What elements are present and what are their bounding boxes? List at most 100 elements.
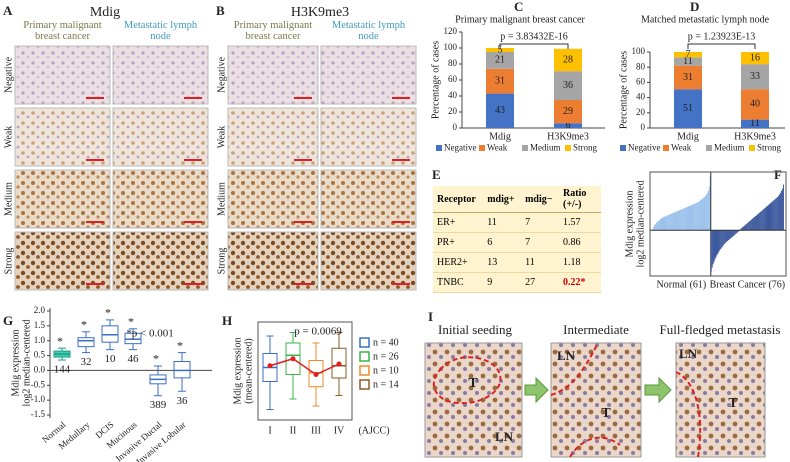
y-tick-label: 20 (636, 107, 646, 117)
value-label: 51 (683, 103, 693, 114)
table-cell: TNBC (433, 272, 484, 293)
bar (724, 230, 726, 244)
bar (712, 230, 714, 265)
bar (758, 212, 760, 231)
bar (732, 230, 734, 237)
table-cell: 1.57 (559, 212, 601, 233)
bar (668, 214, 670, 231)
bar (662, 217, 664, 231)
bar (723, 230, 725, 246)
tumor-label: T (601, 406, 611, 421)
bar (733, 230, 735, 236)
bar (718, 230, 720, 252)
annotation: *p < 0.001 (126, 328, 173, 340)
bar (748, 221, 750, 231)
bar (704, 195, 706, 231)
bar (777, 196, 779, 231)
bar (653, 225, 655, 231)
bar (767, 205, 769, 231)
table-body: ER+ 11 7 1.57 PR+ 6 7 0.86 HER2+ 13 11 1.18 TNBC 9 27 0… (433, 212, 601, 293)
value-label: 40 (750, 99, 760, 110)
bar (765, 206, 767, 231)
bar (743, 226, 745, 231)
panel-letter: H (222, 313, 232, 328)
bar (728, 230, 729, 241)
y-axis-label: log2 median-centered (21, 320, 32, 407)
legend-label: Weak (671, 143, 692, 153)
x-tick-label: H3K9me3 (734, 131, 776, 142)
mean-line (269, 357, 340, 376)
y-tick-label: 0 (453, 122, 458, 132)
bar (716, 230, 718, 256)
bar (769, 203, 771, 231)
bar (695, 203, 697, 231)
column-header: Primary malignant breast cancer (233, 20, 313, 42)
tumor-outline (675, 371, 702, 458)
significance-marker: * (128, 315, 134, 329)
y-tick-label: 60 (636, 76, 646, 86)
bar (778, 195, 780, 231)
bar (678, 210, 679, 231)
node-label: LN (679, 346, 698, 361)
stage-label: Full-fledged metastasis (660, 322, 781, 337)
tumor-label: T (728, 396, 738, 411)
table-cell: 7 (521, 212, 559, 233)
bar (689, 205, 691, 231)
tumor-outline (550, 342, 599, 396)
bar (652, 226, 654, 231)
table-header-cell: mdig+ (483, 186, 522, 213)
annotation: p = 0.0069 (294, 326, 342, 338)
bar (770, 202, 772, 231)
legend-label: n = 26 (373, 351, 399, 362)
x-tick-label: II (290, 425, 297, 436)
bar (699, 201, 701, 231)
arrow (524, 376, 549, 404)
row-label: Strong (216, 248, 227, 275)
table-row: HER2+ 13 11 1.18 (433, 252, 601, 273)
table-cell: HER2+ (433, 252, 484, 273)
bar (722, 230, 724, 247)
bar (656, 221, 658, 231)
y-tick-label: -1.5 (31, 409, 46, 419)
bar (688, 206, 690, 231)
bar (759, 211, 761, 231)
bar (725, 230, 727, 243)
bar-segment (554, 123, 582, 128)
significance-bracket (687, 43, 756, 49)
column-header: Metastatic lymph node (331, 20, 406, 42)
ihc-image (227, 231, 319, 291)
bar-segment (741, 52, 769, 65)
stage-label: Intermediate (563, 322, 629, 337)
table-cell: 11 (483, 212, 522, 233)
table-header-cell: Receptor (433, 186, 484, 213)
receptor-table: Receptor mdig+ mdig− Ratio (+/-) ER+ 11 7 1.57 P… (433, 186, 601, 293)
bar (752, 218, 754, 231)
bar-segment (554, 71, 582, 100)
bar (711, 230, 713, 268)
value-label: 5 (498, 44, 503, 55)
bar (672, 213, 674, 231)
y-tick-label: 0.0 (34, 364, 46, 374)
y-axis-label: Percentage of cases (618, 51, 629, 129)
table-head: Receptor mdig+ mdig− Ratio (+/-) (433, 186, 601, 213)
bar (730, 230, 731, 239)
tumor-label: T (468, 376, 478, 391)
table-cell: 11 (521, 252, 559, 273)
value-label: 29 (563, 106, 573, 117)
micrograph (424, 342, 523, 458)
bar (675, 211, 676, 231)
bar (655, 222, 657, 231)
bar (690, 205, 692, 231)
bar (750, 220, 752, 231)
bar-segment (554, 100, 582, 124)
bar (781, 190, 782, 231)
legend-label: Weak (487, 143, 508, 153)
bar-segment (674, 89, 702, 128)
row-label: Negative (216, 56, 227, 93)
ihc-image (320, 45, 417, 105)
panel-title: Mdig (90, 5, 120, 20)
significance-marker: * (81, 318, 87, 332)
bar-segment (486, 93, 514, 128)
bar (782, 188, 783, 231)
bar (702, 198, 703, 231)
